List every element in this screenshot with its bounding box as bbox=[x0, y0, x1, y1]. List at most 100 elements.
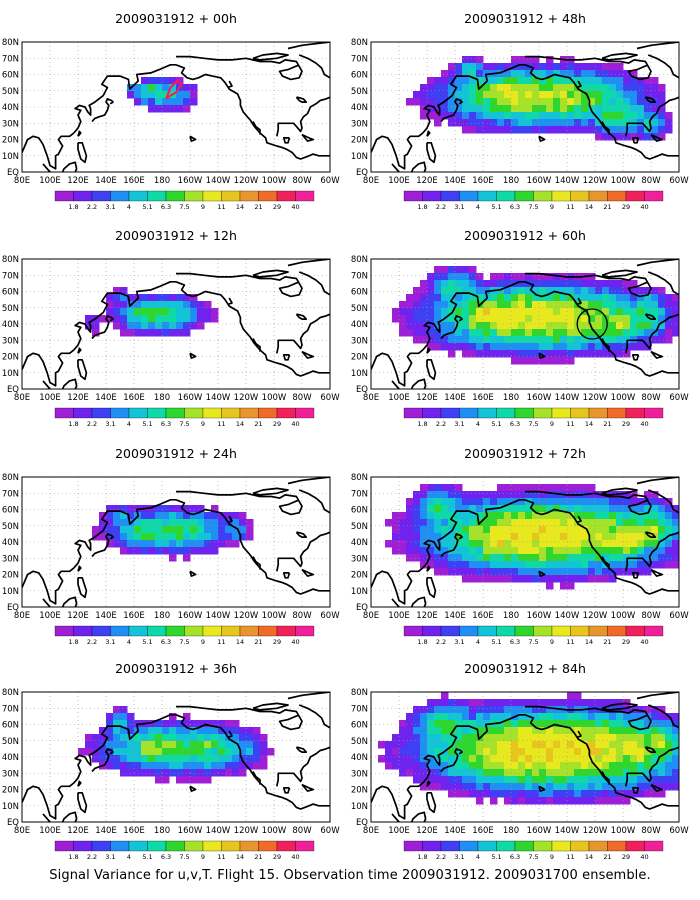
colorbar-swatch bbox=[570, 840, 590, 852]
x-tick-label: 120E bbox=[67, 393, 89, 403]
colorbar-label: 21 bbox=[603, 853, 611, 861]
y-tick-label: 70N bbox=[2, 54, 19, 64]
x-tick-label: 100W bbox=[262, 826, 287, 836]
colorbar-swatch bbox=[147, 625, 167, 637]
colorbar-swatch bbox=[496, 840, 516, 852]
y-tick-label: 40N bbox=[351, 753, 368, 763]
x-tick-label: 160W bbox=[178, 176, 203, 186]
colorbar-label: 40 bbox=[291, 203, 299, 211]
x-tick-label: 100W bbox=[611, 176, 636, 186]
colorbar-label: 5.1 bbox=[491, 638, 501, 646]
y-tick-label: 20N bbox=[351, 353, 368, 363]
colorbar-swatch bbox=[54, 407, 74, 419]
colorbar-label: 3.1 bbox=[105, 853, 115, 861]
colorbar-swatch bbox=[625, 840, 645, 852]
colorbar-label: 3.1 bbox=[105, 638, 115, 646]
colorbar-swatch bbox=[644, 840, 664, 852]
colorbar-label: 6.3 bbox=[161, 420, 171, 428]
colorbar-label: 6.3 bbox=[510, 853, 520, 861]
signal-variance-field bbox=[92, 505, 254, 562]
colorbar-label: 14 bbox=[585, 638, 593, 646]
colorbar-label: 6.3 bbox=[510, 638, 520, 646]
flight-track-marker bbox=[165, 79, 183, 100]
colorbar-swatch bbox=[403, 190, 423, 202]
colorbar-swatch bbox=[165, 407, 185, 419]
colorbar-label: 14 bbox=[585, 203, 593, 211]
colorbar-label: 5.1 bbox=[491, 853, 501, 861]
x-tick-label: 140W bbox=[206, 611, 231, 621]
colorbar-swatch bbox=[258, 840, 278, 852]
colorbar-label: 1.8 bbox=[68, 203, 78, 211]
y-tick-label: 10N bbox=[2, 587, 19, 597]
colorbar-label: 29 bbox=[622, 420, 630, 428]
colorbar-swatch bbox=[570, 625, 590, 637]
x-tick-label: 120W bbox=[583, 393, 608, 403]
colorbar-swatch bbox=[202, 625, 222, 637]
y-tick-label: 60N bbox=[351, 288, 368, 298]
colorbar-swatch bbox=[477, 625, 497, 637]
y-tick-label: 30N bbox=[2, 554, 19, 564]
x-tick-label: 160E bbox=[472, 826, 494, 836]
y-tick-label: 80N bbox=[351, 688, 368, 698]
colorbar-label: 21 bbox=[254, 853, 262, 861]
colorbar-swatch bbox=[184, 625, 204, 637]
y-tick-label: 30N bbox=[351, 554, 368, 564]
colorbar-label: 3.1 bbox=[105, 420, 115, 428]
y-tick-label: 60N bbox=[2, 721, 19, 731]
colorbar-label: 29 bbox=[622, 853, 630, 861]
y-tick-label: 50N bbox=[351, 87, 368, 97]
map-frame bbox=[370, 41, 680, 173]
x-tick-label: 100W bbox=[262, 393, 287, 403]
colorbar-swatch bbox=[91, 840, 111, 852]
x-tick-label: 180 bbox=[503, 611, 519, 621]
map-panel-72h: 2009031912 + 72h 80E 100E 120E 140E 160E 180 16… bbox=[351, 446, 689, 646]
x-tick-label: 80W bbox=[292, 393, 312, 403]
colorbar-label: 1.8 bbox=[417, 420, 427, 428]
colorbar-label: 7.5 bbox=[179, 853, 189, 861]
colorbar-swatch bbox=[91, 625, 111, 637]
x-tick-label: 120W bbox=[583, 611, 608, 621]
y-tick-label: 10N bbox=[2, 802, 19, 812]
x-tick-label: 160E bbox=[472, 176, 494, 186]
colorbar-swatch bbox=[110, 840, 130, 852]
y-tick-label: 10N bbox=[351, 587, 368, 597]
y-tick-label: 70N bbox=[351, 54, 368, 64]
colorbar-swatch bbox=[221, 840, 241, 852]
colorbar-label: 9 bbox=[201, 853, 205, 861]
colorbar-label: 11 bbox=[217, 420, 225, 428]
colorbar-label: 14 bbox=[236, 203, 244, 211]
colorbar-swatch bbox=[607, 840, 627, 852]
colorbar-swatch bbox=[588, 407, 608, 419]
y-tick-label: 30N bbox=[2, 769, 19, 779]
colorbar-label: 9 bbox=[201, 203, 205, 211]
y-tick-label: 40N bbox=[351, 538, 368, 548]
colorbar-swatch bbox=[644, 625, 664, 637]
colorbar-swatch bbox=[459, 407, 479, 419]
colorbar-swatch bbox=[202, 407, 222, 419]
colorbar-swatch bbox=[276, 625, 296, 637]
x-tick-label: 140E bbox=[444, 611, 466, 621]
colorbar-label: 11 bbox=[566, 853, 574, 861]
colorbar-swatch bbox=[625, 625, 645, 637]
colorbar-swatch bbox=[422, 407, 442, 419]
y-tick-label: 20N bbox=[351, 786, 368, 796]
colorbar-swatch bbox=[403, 625, 423, 637]
y-tick-label: 40N bbox=[2, 753, 19, 763]
colorbar-swatch bbox=[514, 625, 534, 637]
target-circle-marker bbox=[576, 308, 608, 340]
map-frame bbox=[21, 41, 331, 173]
colorbar-swatch bbox=[110, 625, 130, 637]
colorbar-label: 11 bbox=[566, 420, 574, 428]
colorbar-label: 6.3 bbox=[510, 420, 520, 428]
colorbar-swatch bbox=[276, 190, 296, 202]
colorbar-swatch bbox=[533, 407, 553, 419]
y-tick-label: 10N bbox=[351, 369, 368, 379]
colorbar-label: 14 bbox=[236, 420, 244, 428]
x-tick-label: 100E bbox=[388, 176, 410, 186]
colorbar-swatch bbox=[239, 190, 259, 202]
coastline bbox=[371, 259, 679, 389]
y-tick-label: EQ bbox=[7, 385, 19, 395]
signal-variance-field bbox=[392, 266, 679, 365]
colorbar-label: 14 bbox=[236, 853, 244, 861]
colorbar-label: 21 bbox=[254, 420, 262, 428]
